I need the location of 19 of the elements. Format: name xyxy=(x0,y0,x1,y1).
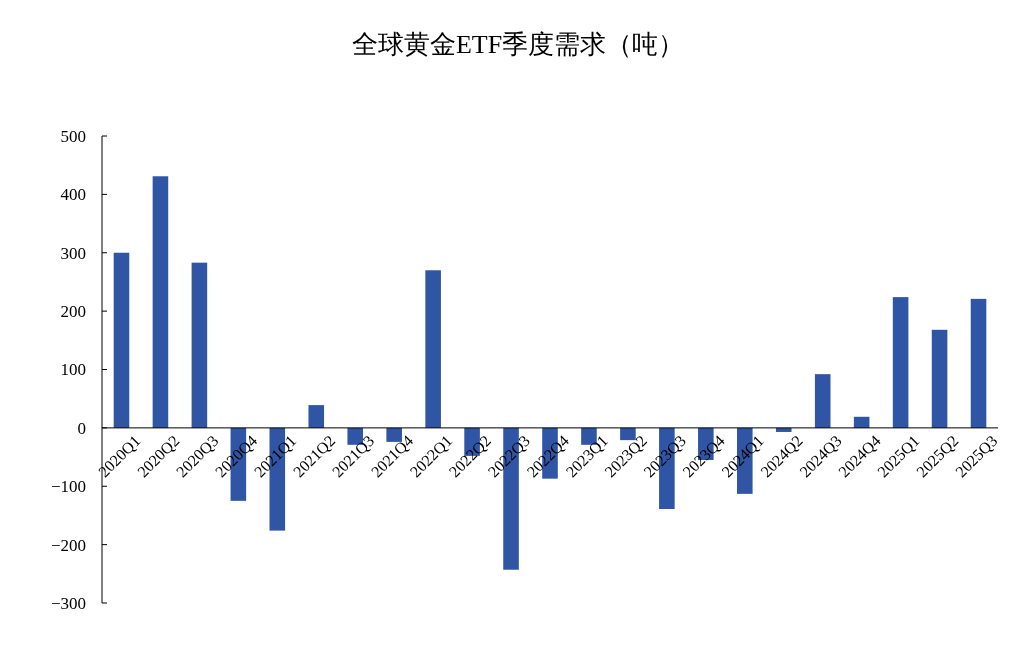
bar xyxy=(113,252,130,428)
y-tick-label: 100 xyxy=(60,360,86,380)
bar xyxy=(308,405,325,428)
bar xyxy=(970,298,987,428)
y-tick-label: 200 xyxy=(60,302,86,322)
bar xyxy=(425,270,441,428)
bar xyxy=(152,176,169,428)
y-tick-label: 0 xyxy=(77,418,86,438)
y-tick-label: 400 xyxy=(60,185,86,205)
bar xyxy=(931,329,948,428)
y-tick-label: −100 xyxy=(50,477,86,497)
y-tick-label: 500 xyxy=(60,126,86,146)
y-tick-label: −300 xyxy=(50,593,86,613)
bar xyxy=(191,262,208,428)
y-tick-label: −200 xyxy=(50,535,86,555)
bar xyxy=(892,297,909,428)
y-tick-label: 300 xyxy=(60,243,86,263)
bar xyxy=(814,374,831,428)
chart-title: 全球黄金ETF季度需求（吨） xyxy=(351,30,685,59)
